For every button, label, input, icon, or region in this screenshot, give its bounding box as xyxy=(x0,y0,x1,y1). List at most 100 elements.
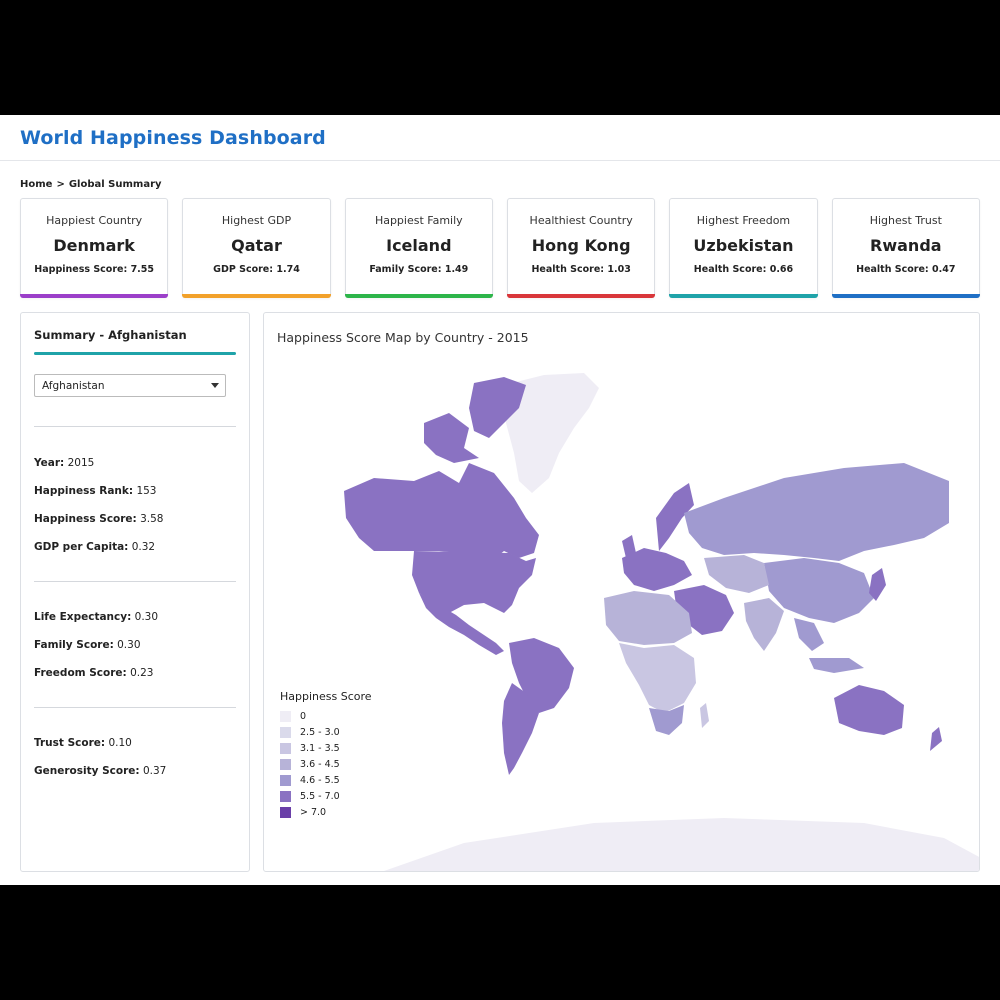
country-select-value: Afghanistan xyxy=(42,380,105,392)
stat-label: Year: xyxy=(34,457,65,469)
legend-swatch xyxy=(280,710,291,722)
kpi-card-label: Happiest Country xyxy=(46,214,143,227)
stat-value: 0.30 xyxy=(134,611,159,623)
stat-label: Happiness Score: xyxy=(34,513,137,525)
kpi-card-label: Highest Freedom xyxy=(696,214,791,227)
kpi-card-accent-bar xyxy=(182,294,331,298)
divider xyxy=(34,581,236,582)
legend-label: 3.6 - 4.5 xyxy=(300,758,340,770)
country-uk[interactable] xyxy=(622,535,636,558)
stat-family-score: Family Score: 0.30 xyxy=(34,639,236,651)
country-new-zealand[interactable] xyxy=(930,727,942,751)
country-madagascar[interactable] xyxy=(700,703,709,728)
legend-label: > 7.0 xyxy=(300,806,327,818)
country-canada[interactable] xyxy=(344,463,539,563)
kpi-card-happiest-family: Happiest Family Iceland Family Score: 1.… xyxy=(344,198,493,298)
map-legend: Happiness Score 0 2.5 - 3.0 3.1 - 3.5 3.… xyxy=(280,690,372,820)
country-western-europe[interactable] xyxy=(622,548,692,591)
legend-swatch xyxy=(280,742,291,754)
country-russia[interactable] xyxy=(684,463,949,561)
country-canada-islands[interactable] xyxy=(424,377,526,463)
country-africa-north[interactable] xyxy=(604,591,692,645)
map-panel: Happiness Score Map by Country - 2015 Ha… xyxy=(263,312,980,872)
legend-swatch xyxy=(280,758,291,770)
stat-happiness-score: Happiness Score: 3.58 xyxy=(34,513,236,525)
country-australia[interactable] xyxy=(834,685,904,735)
country-india[interactable] xyxy=(744,598,784,651)
country-china[interactable] xyxy=(764,558,874,623)
chevron-down-icon xyxy=(211,383,219,388)
stat-value: 0.30 xyxy=(117,639,141,651)
kpi-card-happiest-country: Happiest Country Denmark Happiness Score… xyxy=(20,198,169,298)
country-central-asia[interactable] xyxy=(704,555,769,593)
stat-value: 153 xyxy=(136,485,157,497)
kpi-card-score: GDP Score: 1.74 xyxy=(213,264,300,275)
world-choropleth-map[interactable] xyxy=(264,313,980,872)
kpi-card-value: Qatar xyxy=(231,236,282,255)
stat-label: Generosity Score: xyxy=(34,765,140,777)
legend-item: 5.5 - 7.0 xyxy=(280,788,372,804)
kpi-card-highest-freedom: Highest Freedom Uzbekistan Health Score:… xyxy=(669,198,818,298)
country-argentina[interactable] xyxy=(502,683,539,775)
kpi-card-label: Happiest Family xyxy=(374,214,463,227)
divider xyxy=(34,426,236,427)
country-africa-south[interactable] xyxy=(649,705,684,735)
legend-label: 3.1 - 3.5 xyxy=(300,742,340,754)
kpi-card-accent-bar xyxy=(344,294,493,298)
stat-label: Family Score: xyxy=(34,639,114,651)
kpi-card-label: Highest GDP xyxy=(221,214,292,227)
kpi-card-score: Health Score: 1.03 xyxy=(531,264,631,275)
country-japan[interactable] xyxy=(869,568,886,601)
stat-label: Happiness Rank: xyxy=(34,485,134,497)
kpi-card-score: Family Score: 1.49 xyxy=(369,264,469,275)
kpi-card-highest-gdp: Highest GDP Qatar GDP Score: 1.74 xyxy=(182,198,331,298)
legend-item: 2.5 - 3.0 xyxy=(280,724,372,740)
legend-swatch xyxy=(280,806,291,818)
country-select[interactable]: Afghanistan xyxy=(34,374,226,397)
summary-title-underline xyxy=(34,352,236,355)
kpi-card-label: Healthiest Country xyxy=(529,214,633,227)
kpi-card-accent-bar xyxy=(506,294,656,298)
kpi-card-value: Hong Kong xyxy=(531,236,631,255)
dashboard-screen: World Happiness Dashboard Home > Global … xyxy=(0,115,1000,885)
stat-label: Trust Score: xyxy=(34,737,106,749)
country-southeast-asia[interactable] xyxy=(794,618,864,673)
legend-swatch xyxy=(280,774,291,786)
legend-item: 3.6 - 4.5 xyxy=(280,756,372,772)
stat-label: GDP per Capita: xyxy=(34,541,129,553)
country-africa-central[interactable] xyxy=(619,643,696,713)
legend-item: > 7.0 xyxy=(280,804,372,820)
kpi-card-score: Happiness Score: 7.55 xyxy=(34,264,155,275)
kpi-card-value: Denmark xyxy=(53,236,135,255)
country-mexico[interactable] xyxy=(419,593,504,655)
stat-value: 0.32 xyxy=(131,541,156,553)
country-antarctica[interactable] xyxy=(384,818,980,872)
map-title: Happiness Score Map by Country - 2015 xyxy=(277,330,529,345)
divider xyxy=(34,707,236,708)
stat-value: 2015 xyxy=(67,457,95,469)
legend-title: Happiness Score xyxy=(280,690,372,703)
breadcrumb: Home > Global Summary xyxy=(20,179,162,190)
breadcrumb-current: Global Summary xyxy=(68,179,162,190)
kpi-card-score: Health Score: 0.66 xyxy=(693,264,794,275)
legend-item: 3.1 - 3.5 xyxy=(280,740,372,756)
kpi-card-accent-bar xyxy=(831,294,980,298)
legend-item: 0 xyxy=(280,708,372,724)
stat-value: 0.10 xyxy=(108,737,132,749)
country-scandinavia[interactable] xyxy=(656,483,694,551)
kpi-card-value: Uzbekistan xyxy=(693,236,794,255)
kpi-cards: Happiest Country Denmark Happiness Score… xyxy=(20,198,980,298)
legend-label: 4.6 - 5.5 xyxy=(300,774,340,786)
country-greenland[interactable] xyxy=(502,373,599,493)
kpi-card-accent-bar xyxy=(669,294,818,298)
stat-value: 0.23 xyxy=(130,667,154,679)
summary-title: Summary - Afghanistan xyxy=(34,328,187,342)
breadcrumb-home[interactable]: Home xyxy=(20,179,53,190)
stat-value: 0.37 xyxy=(142,765,167,777)
kpi-card-label: Highest Trust xyxy=(869,214,942,227)
country-usa[interactable] xyxy=(412,551,536,613)
stat-label: Freedom Score: xyxy=(34,667,127,679)
kpi-card-value: Iceland xyxy=(386,236,452,255)
kpi-card-accent-bar xyxy=(20,294,169,298)
legend-swatch xyxy=(280,726,291,738)
